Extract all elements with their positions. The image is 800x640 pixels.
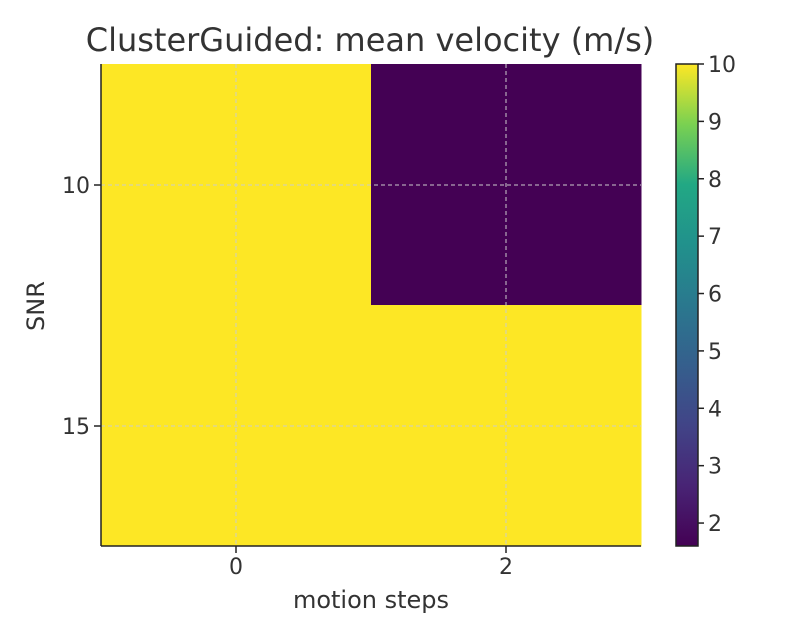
colorbar-tick-label: 3 <box>708 455 722 480</box>
colorbar-tick-label: 2 <box>708 512 722 537</box>
colorbar-bar <box>675 63 699 547</box>
y-tick-label: 15 <box>62 415 90 440</box>
colorbar-tick-label: 4 <box>708 397 722 422</box>
colorbar-tick-label: 6 <box>708 283 722 308</box>
colorbar: 2 3 4 5 6 7 8 9 10 <box>675 53 736 547</box>
chart-title: ClusterGuided: mean velocity (m/s) <box>86 21 655 59</box>
x-tick-label: 0 <box>229 555 243 580</box>
y-axis-label: SNR <box>22 281 50 331</box>
colorbar-tick-label: 7 <box>708 225 722 250</box>
plot-area: 0 2 10 15 <box>62 64 642 580</box>
x-tick-label: 2 <box>499 555 513 580</box>
y-tick-label: 10 <box>62 174 90 199</box>
x-axis-label: motion steps <box>293 586 449 614</box>
colorbar-tick-label: 8 <box>708 168 722 193</box>
colorbar-tick-label: 9 <box>708 110 722 135</box>
colorbar-tick-label: 5 <box>708 340 722 365</box>
colorbar-tick-label: 10 <box>708 53 736 78</box>
